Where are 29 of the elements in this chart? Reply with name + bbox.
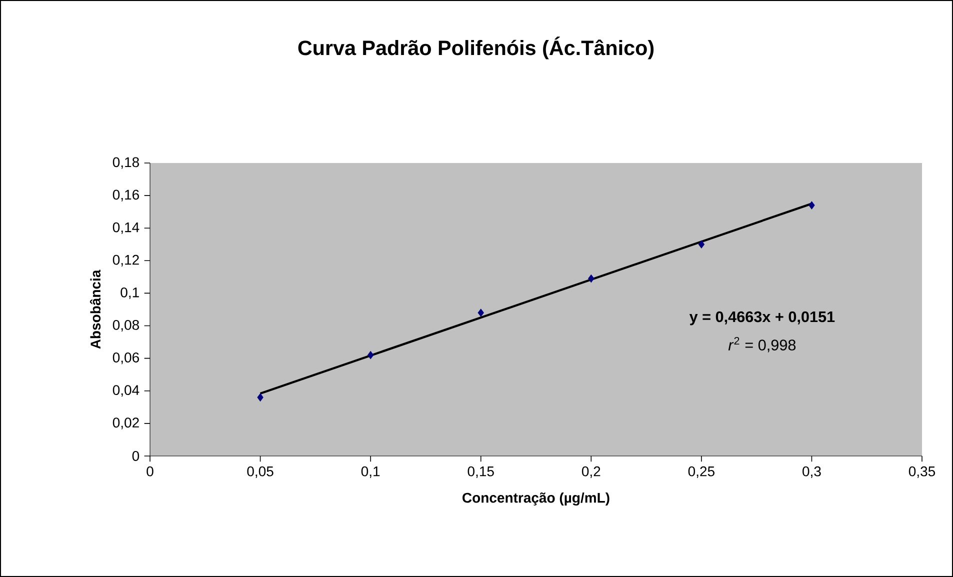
y-tick-label: 0,04 xyxy=(112,385,140,397)
x-tick-label: 0,25 xyxy=(688,466,714,478)
y-tick-label: 0 xyxy=(132,451,140,461)
x-tick-label: 0,2 xyxy=(582,466,600,478)
x-tick-label: 0,1 xyxy=(361,466,380,478)
annotation: y = 0,4663x + 0,0151 xyxy=(689,311,835,326)
point xyxy=(478,308,484,317)
y-tick-label: 0,06 xyxy=(112,352,139,364)
x-tick-label: 0,3 xyxy=(802,466,821,478)
annotation: r$^{2}$ = 0,998 xyxy=(728,337,796,352)
x-tick-label: 0,05 xyxy=(247,466,274,478)
y-tick-label: 0,08 xyxy=(112,320,139,332)
y-tick-label: 0,18 xyxy=(112,157,139,169)
x-axis-title: Concentração (µg/mL) xyxy=(462,492,610,506)
point xyxy=(808,201,815,210)
y-tick-label: 0,1 xyxy=(120,287,139,299)
point xyxy=(588,274,594,283)
chart-title: Curva Padrão Polifenóis (Ác.Tânico) xyxy=(298,36,654,60)
y-axis-title: Absobância xyxy=(90,270,101,349)
y-tick-label: 0,12 xyxy=(112,254,139,266)
x-tick-label: 0,35 xyxy=(908,466,936,478)
point xyxy=(698,240,704,248)
point xyxy=(257,393,264,402)
point xyxy=(368,351,374,360)
y-tick-label: 0,02 xyxy=(112,418,139,430)
y-tick-label: 0,16 xyxy=(112,190,139,202)
x-tick-label: 0 xyxy=(146,466,154,476)
x-tick-label: 0,15 xyxy=(468,466,494,478)
y-tick-label: 0,14 xyxy=(112,222,140,234)
